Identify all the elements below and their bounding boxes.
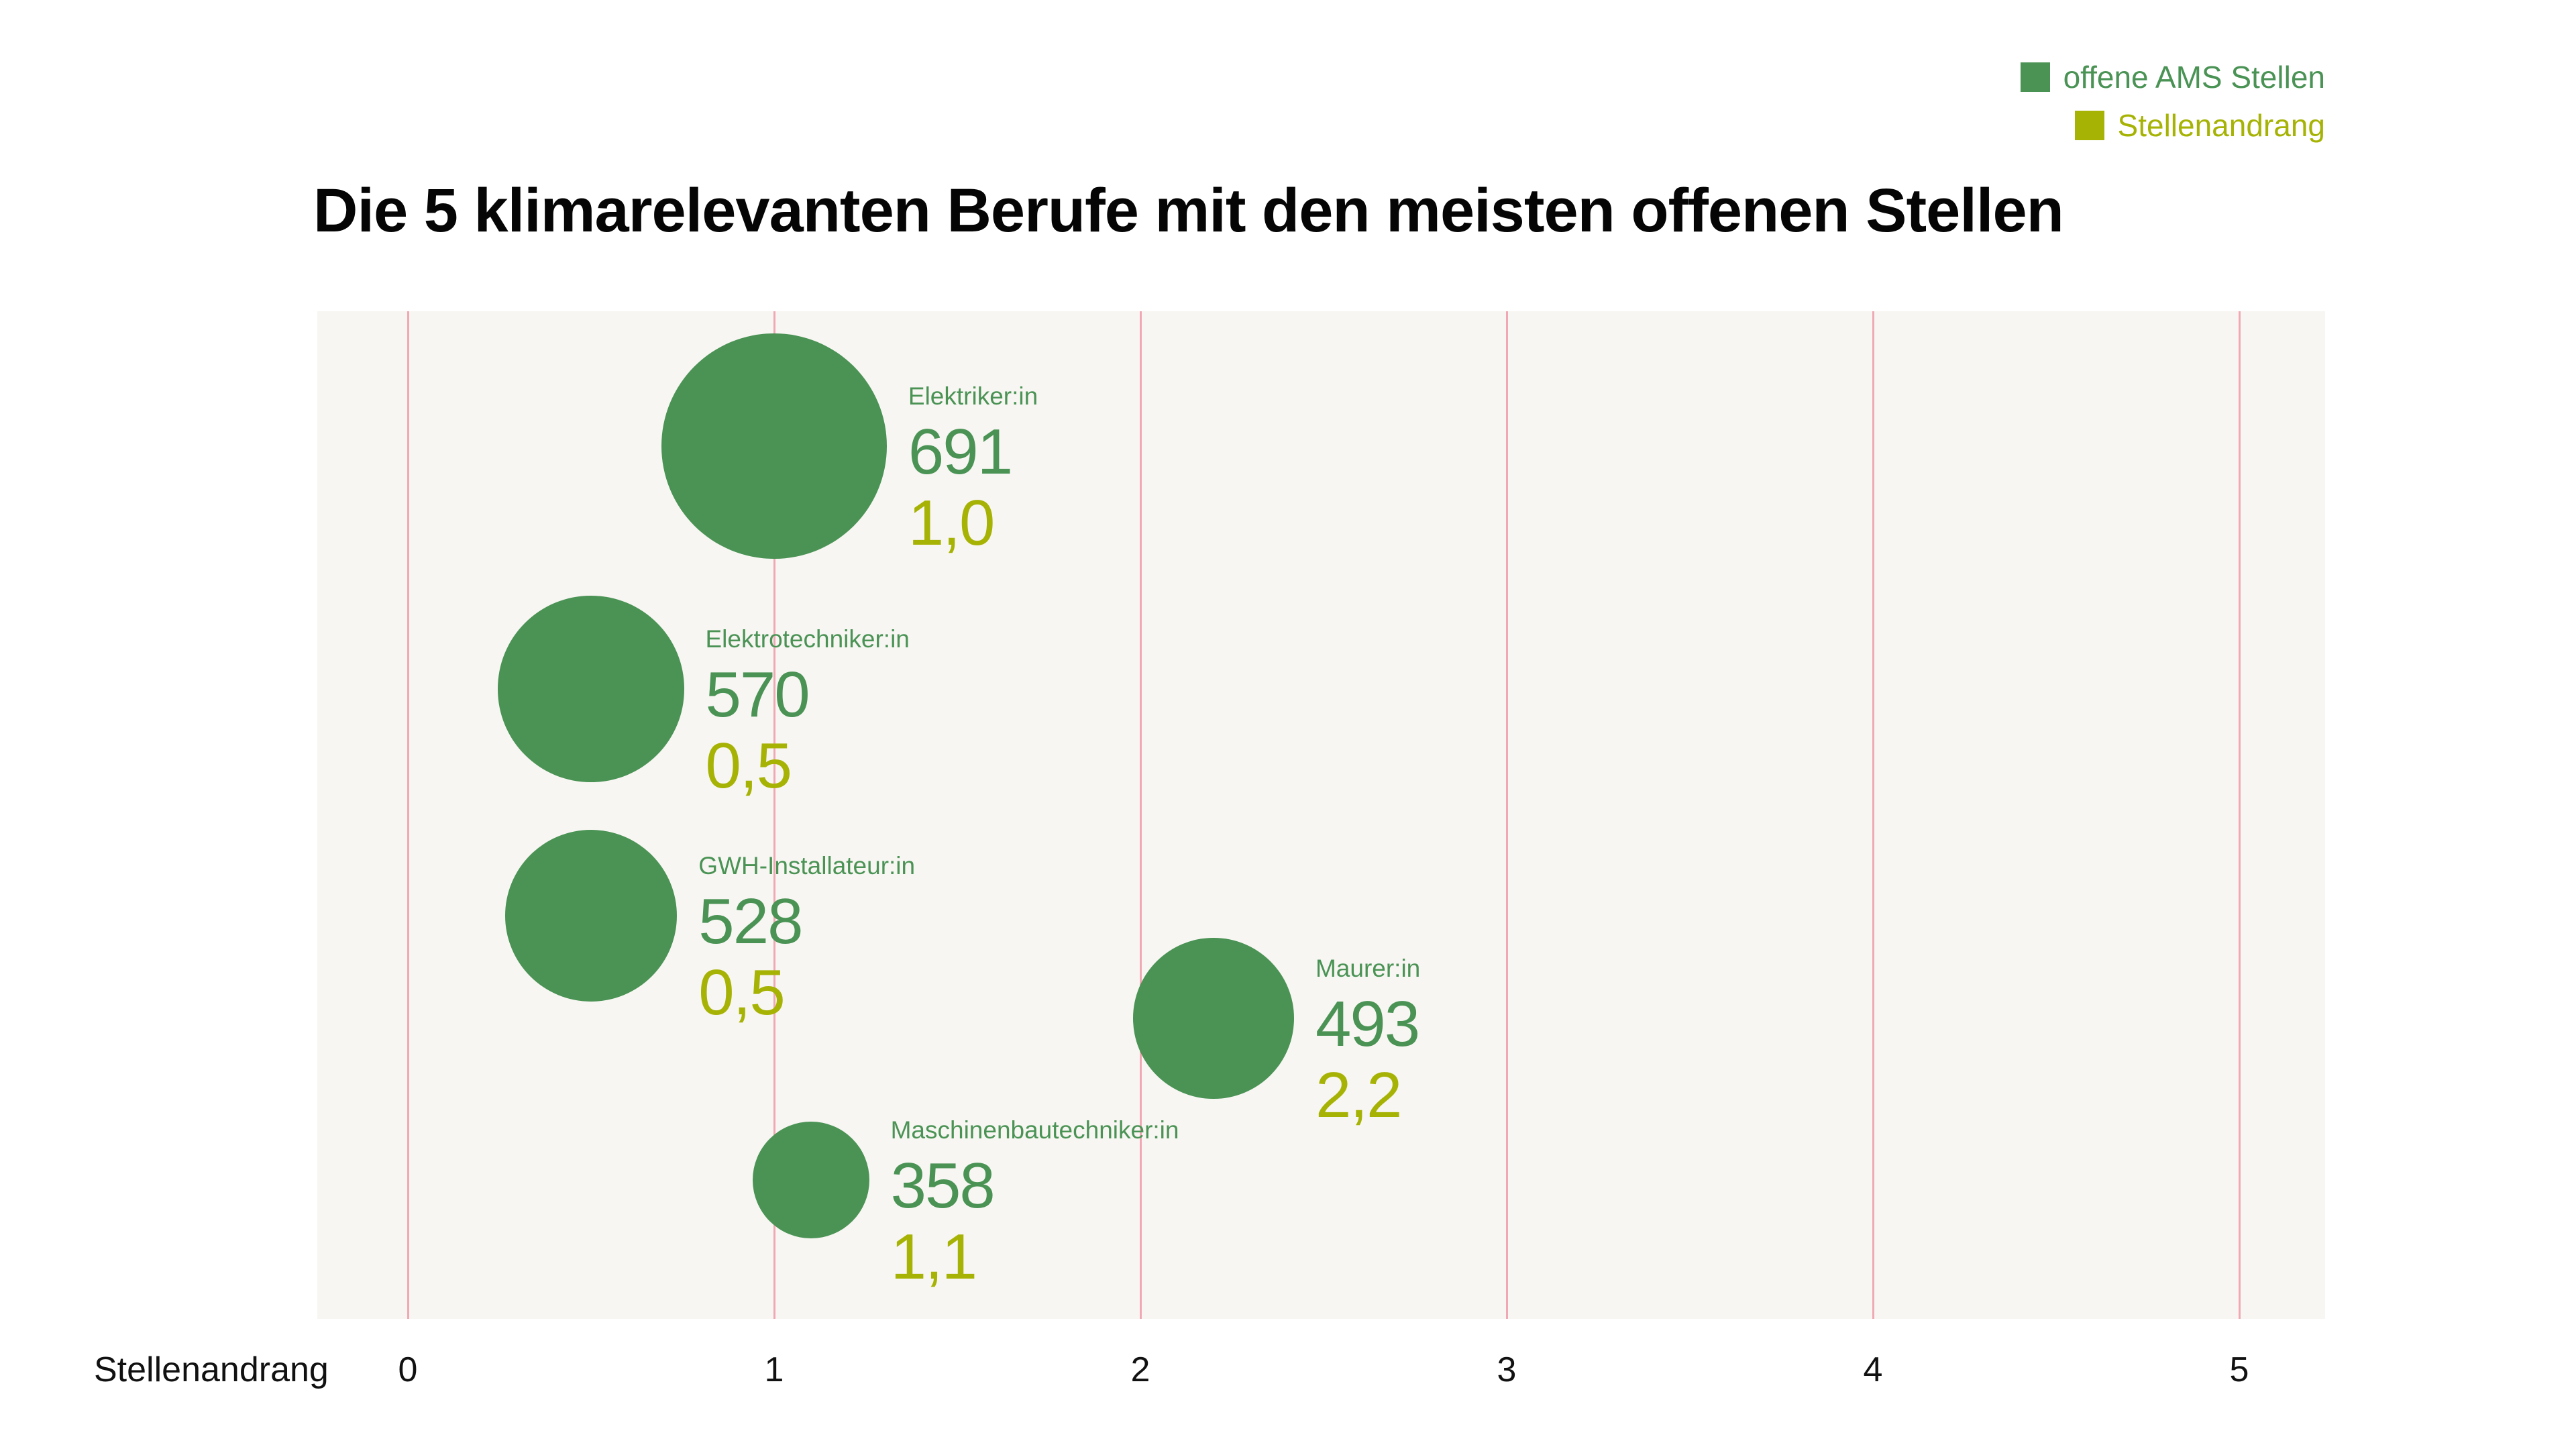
x-tick-label-4: 4	[1863, 1350, 1883, 1389]
gridline-x-0	[407, 311, 409, 1319]
legend: offene AMS Stellen Stellenandrang	[2020, 60, 2325, 143]
bubble-offene-stellen-value: 528	[698, 885, 803, 958]
bubble-offene-stellen-value: 358	[890, 1150, 996, 1222]
bubble-gwh-installateur-in[interactable]	[504, 829, 678, 1002]
x-axis-title: Stellenandrang	[94, 1350, 329, 1389]
bubble-offene-stellen-value: 570	[705, 659, 810, 731]
bubble-annotation: Maschinenbautechniker:in 358 1,1	[891, 1114, 1179, 1292]
x-tick-label-2: 2	[1130, 1350, 1150, 1389]
bubble-stellenandrang-value: 1,1	[890, 1220, 977, 1293]
gridline-x-4	[1872, 311, 1874, 1319]
bubble-offene-stellen-value: 493	[1315, 988, 1420, 1061]
legend-swatch-green	[2020, 62, 2050, 92]
legend-swatch-olive	[2074, 111, 2104, 140]
bubble-stellenandrang-value: 2,2	[1315, 1059, 1402, 1131]
bubble-annotation: Elektriker:in 691 1,0	[908, 380, 1038, 558]
bubble-elektriker-in[interactable]	[661, 333, 887, 559]
chart-title: Die 5 klimarelevanten Berufe mit den mei…	[313, 176, 2064, 245]
bubble-maschinenbautechniker-in[interactable]	[752, 1122, 869, 1238]
bubble-offene-stellen-value: 691	[908, 416, 1013, 488]
bubble-elektrotechniker-in[interactable]	[498, 596, 684, 782]
x-tick-label-0: 0	[398, 1350, 418, 1389]
x-tick-label-5: 5	[2229, 1350, 2249, 1389]
bubble-label: Maschinenbautechniker:in	[890, 1116, 1179, 1144]
bubble-label: Elektriker:in	[908, 382, 1038, 410]
bubble-annotation: GWH-Installateur:in 528 0,5	[698, 850, 915, 1028]
gridline-x-5	[2238, 311, 2241, 1319]
bubble-annotation: Maurer:in 493 2,2	[1316, 953, 1420, 1130]
legend-item-offene-ams-stellen: offene AMS Stellen	[2020, 60, 2325, 95]
gridline-x-2	[1139, 311, 1142, 1319]
bubble-stellenandrang-value: 1,0	[908, 486, 995, 559]
legend-label: Stellenandrang	[2117, 108, 2325, 143]
bubble-maurer-in[interactable]	[1133, 938, 1294, 1099]
bubble-label: Elektrotechniker:in	[705, 625, 910, 653]
x-tick-label-1: 1	[764, 1350, 784, 1389]
plot-area	[317, 311, 2325, 1319]
bubble-label: GWH-Installateur:in	[698, 852, 916, 879]
x-tick-label-3: 3	[1497, 1350, 1517, 1389]
bubble-stellenandrang-value: 0,5	[698, 956, 785, 1028]
bubble-annotation: Elektrotechniker:in 570 0,5	[706, 623, 910, 801]
gridline-x-3	[1505, 311, 1508, 1319]
gridline-x-1	[773, 311, 775, 1319]
legend-label: offene AMS Stellen	[2063, 60, 2325, 95]
legend-item-stellenandrang: Stellenandrang	[2074, 108, 2325, 143]
bubble-label: Maurer:in	[1315, 955, 1421, 982]
bubble-stellenandrang-value: 0,5	[705, 729, 792, 802]
